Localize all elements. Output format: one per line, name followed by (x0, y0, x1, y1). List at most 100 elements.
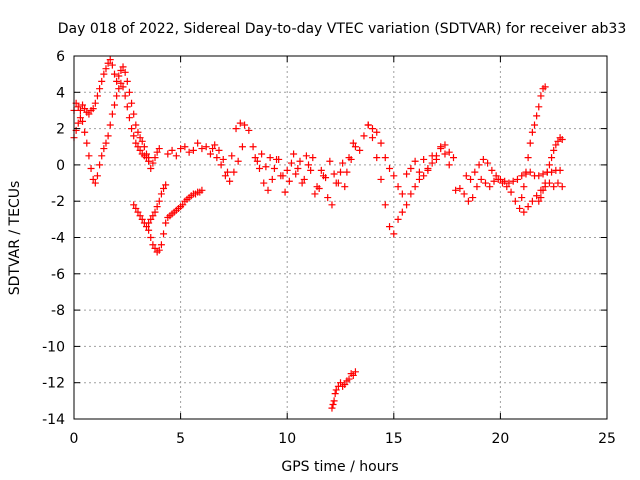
data-point (241, 121, 249, 129)
data-point (403, 201, 411, 209)
data-point (251, 154, 259, 162)
data-point (507, 188, 515, 196)
series-upper-arc-b (70, 79, 153, 187)
data-point (149, 241, 157, 249)
data-point (264, 186, 272, 194)
data-point (537, 194, 545, 202)
data-point (81, 128, 89, 136)
data-point (245, 126, 253, 134)
data-point (343, 168, 351, 176)
data-point (151, 244, 159, 252)
series-midday-band (164, 119, 376, 191)
data-point (221, 172, 229, 180)
data-point (217, 161, 225, 169)
data-point (132, 139, 140, 147)
data-point (76, 114, 84, 122)
data-point (100, 145, 108, 153)
data-point (153, 148, 161, 156)
data-point (236, 119, 244, 127)
data-point (130, 201, 138, 209)
y-axis-label: SDTVAR / TECUs (7, 181, 23, 296)
data-point (209, 145, 217, 153)
data-point (172, 152, 180, 160)
data-point (115, 85, 123, 93)
data-point (266, 154, 274, 162)
data-point (151, 154, 159, 162)
series-afternoon-drop (364, 121, 457, 238)
data-point (125, 88, 133, 96)
data-point (104, 132, 112, 140)
data-point (398, 208, 406, 216)
data-point (351, 143, 359, 151)
data-point (368, 125, 376, 133)
data-point (98, 77, 106, 85)
data-point (181, 143, 189, 151)
data-point (136, 146, 144, 154)
data-point (539, 170, 547, 178)
data-point (518, 172, 526, 180)
x-tick-label: 10 (278, 431, 296, 447)
data-point (123, 77, 131, 85)
x-tick-label: 5 (176, 431, 185, 447)
data-point (332, 179, 340, 187)
data-point (160, 184, 168, 192)
data-point (403, 170, 411, 178)
data-point (548, 154, 556, 162)
data-point (415, 175, 423, 183)
data-point (437, 145, 445, 153)
data-point (516, 204, 524, 212)
data-point (533, 112, 541, 120)
data-point (145, 226, 153, 234)
data-point (249, 143, 257, 151)
data-point (91, 179, 99, 187)
data-point (273, 155, 281, 163)
data-point (475, 161, 483, 169)
data-point (102, 65, 110, 73)
data-point (518, 194, 526, 202)
data-point (111, 70, 119, 78)
y-tick-label: 2 (56, 122, 65, 138)
data-point (281, 188, 289, 196)
data-point (111, 101, 119, 109)
data-point (234, 157, 242, 165)
data-point (79, 117, 87, 125)
data-point (104, 59, 112, 67)
data-point (102, 139, 110, 147)
data-point (428, 159, 436, 167)
data-point (473, 183, 481, 191)
data-point (230, 168, 238, 176)
data-point (232, 125, 240, 133)
data-point (238, 143, 246, 151)
data-point (445, 148, 453, 156)
data-point (311, 190, 319, 198)
data-point (206, 150, 214, 158)
data-point (490, 177, 498, 185)
data-point (202, 143, 210, 151)
series-late-rise (518, 83, 549, 202)
data-point (119, 83, 127, 91)
y-tick-label: 4 (56, 85, 65, 101)
data-point (149, 159, 157, 167)
data-point (349, 139, 357, 147)
data-point (558, 135, 566, 143)
data-point (128, 125, 136, 133)
grid-layer (74, 56, 607, 419)
data-point (492, 172, 500, 180)
data-point (441, 150, 449, 158)
y-tick-label: -2 (51, 194, 65, 210)
data-point (121, 68, 129, 76)
data-point (484, 159, 492, 167)
data-point (390, 172, 398, 180)
data-point (149, 212, 157, 220)
data-point (329, 400, 337, 408)
series-outlier-cluster (328, 368, 359, 412)
data-point (270, 165, 278, 173)
data-point (113, 92, 121, 100)
data-point (130, 132, 138, 140)
data-point (377, 139, 385, 147)
data-point (349, 371, 357, 379)
data-point (224, 168, 232, 176)
data-point (228, 152, 236, 160)
x-axis-label: GPS time / hours (281, 459, 398, 475)
